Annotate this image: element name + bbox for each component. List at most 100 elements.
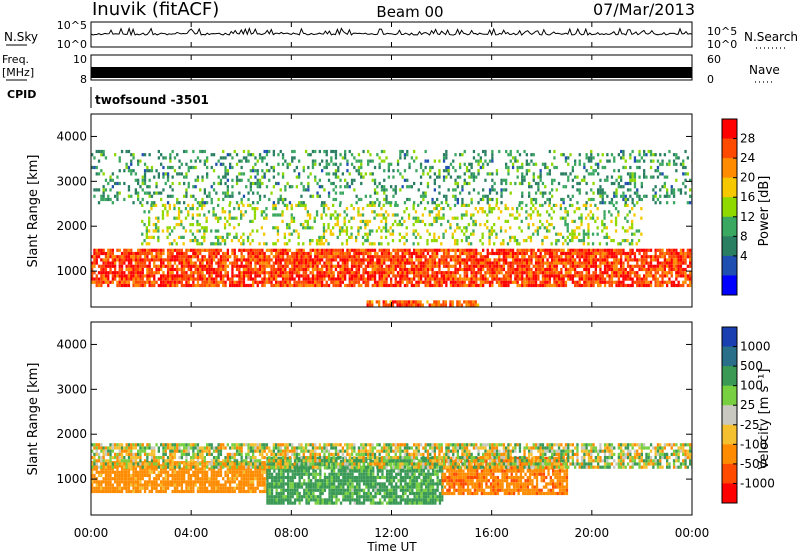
heatmap-cell	[380, 159, 384, 163]
heatmap-cell	[571, 261, 574, 265]
heatmap-cell	[223, 223, 227, 227]
heatmap-cell	[111, 489, 114, 494]
heatmap-cell	[180, 255, 183, 259]
heatmap-cell	[537, 188, 540, 192]
heatmap-cell	[169, 255, 172, 259]
heatmap-cell	[569, 197, 572, 202]
heatmap-cell	[502, 258, 505, 262]
heatmap-cell	[245, 264, 248, 268]
heatmap-cell	[396, 274, 400, 278]
heatmap-cell	[564, 185, 568, 189]
heatmap-cell	[378, 267, 381, 272]
heatmap-cell	[355, 248, 358, 252]
heatmap-cell	[111, 483, 114, 487]
heatmap-cell	[120, 258, 124, 262]
heatmap-cell	[521, 261, 524, 265]
heatmap-cell	[582, 232, 585, 236]
heatmap-cell	[414, 210, 418, 214]
heatmap-cell	[518, 181, 522, 186]
heatmap-cell	[440, 216, 443, 220]
heatmap-cell	[631, 175, 634, 179]
heatmap-cell	[649, 165, 653, 170]
heatmap-cell	[123, 271, 126, 275]
heatmap-cell	[337, 248, 340, 252]
heatmap-cell	[118, 280, 121, 284]
heatmap-cell	[406, 153, 409, 157]
heatmap-cell	[438, 280, 441, 284]
heatmap-cell	[295, 271, 298, 275]
heatmap-cell	[470, 258, 473, 262]
heatmap-cell	[468, 162, 471, 166]
heatmap-cell	[304, 255, 308, 259]
heatmap-cell	[387, 175, 390, 179]
heatmap-cell	[442, 255, 446, 259]
heatmap-cell	[127, 258, 131, 262]
heatmap-cell	[242, 149, 246, 154]
heatmap-cell	[272, 264, 275, 268]
heatmap-cell	[215, 277, 218, 281]
heatmap-cell	[435, 207, 438, 211]
heatmap-cell	[334, 162, 338, 166]
heatmap-cell	[431, 261, 434, 265]
heatmap-cell	[111, 255, 114, 259]
heatmap-cell	[495, 248, 499, 252]
heatmap-cell	[495, 264, 499, 268]
heatmap-cell	[148, 191, 151, 195]
heatmap-cell	[373, 271, 377, 275]
heatmap-cell	[344, 178, 347, 182]
heatmap-cell	[360, 175, 363, 179]
heatmap-cell	[139, 267, 142, 272]
heatmap-cell	[298, 261, 301, 265]
heatmap-cell	[192, 283, 195, 288]
heatmap-cell	[148, 210, 151, 214]
heatmap-cell	[684, 267, 687, 272]
heatmap-cell	[571, 258, 574, 262]
heatmap-cell	[430, 239, 434, 243]
heatmap-cell	[663, 153, 666, 157]
heatmap-cell	[403, 267, 407, 272]
heatmap-cell	[491, 172, 494, 176]
heatmap-cell	[599, 251, 602, 256]
heatmap-cell	[410, 185, 413, 189]
heatmap-cell	[608, 159, 611, 163]
heatmap-cell	[442, 207, 445, 211]
heatmap-cell	[640, 264, 643, 268]
heatmap-cell	[675, 261, 678, 265]
heatmap-cell	[371, 248, 374, 252]
heatmap-cell	[564, 251, 568, 256]
heatmap-cell	[509, 153, 512, 157]
heatmap-cell	[286, 264, 289, 268]
heatmap-cell	[475, 274, 478, 278]
heatmap-cell	[95, 165, 98, 170]
heatmap-cell	[371, 261, 374, 265]
heatmap-cell	[580, 277, 584, 281]
heatmap-cell	[468, 255, 471, 259]
heatmap-cell	[507, 251, 510, 256]
heatmap-cell	[265, 185, 269, 189]
heatmap-cell	[353, 248, 356, 252]
heatmap-cell	[465, 181, 469, 186]
heatmap-cell	[183, 181, 186, 186]
heatmap-cell	[686, 255, 689, 259]
heatmap-cell	[185, 175, 188, 179]
heatmap-cell	[384, 235, 388, 239]
heatmap-cell	[525, 216, 528, 220]
heatmap-cell	[277, 181, 280, 186]
heatmap-cell	[339, 267, 342, 272]
heatmap-cell	[555, 232, 558, 236]
heatmap-cell	[534, 264, 538, 268]
heatmap-cell	[546, 283, 549, 288]
heatmap-cell	[102, 467, 105, 471]
heatmap-cell	[617, 283, 620, 288]
heatmap-cell	[677, 255, 680, 259]
heatmap-cell	[663, 185, 666, 189]
heatmap-cell	[111, 172, 114, 176]
heatmap-cell	[371, 267, 374, 272]
heatmap-cell	[419, 175, 423, 179]
heatmap-cell	[152, 235, 155, 239]
heatmap-cell	[541, 181, 545, 186]
heatmap-cell	[601, 255, 604, 259]
heatmap-cell	[505, 248, 508, 252]
heatmap-cell	[387, 169, 390, 173]
heatmap-cell	[196, 223, 199, 227]
